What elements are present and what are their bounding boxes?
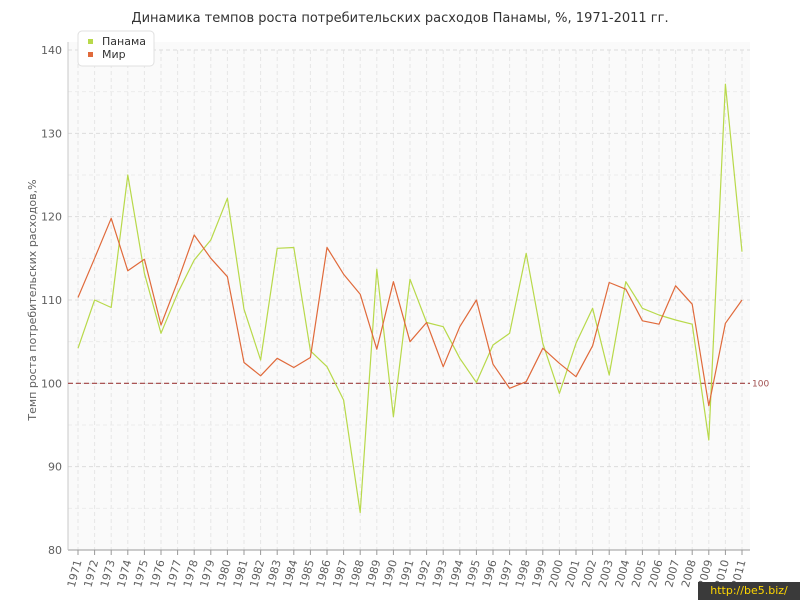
series-group [77,83,743,514]
legend-marker [88,52,93,57]
legend-box [77,30,155,67]
y-tick-label: 130 [41,127,62,140]
series-line [77,217,743,407]
y-axis-label: Темп роста потребительских расходов,% [26,179,39,421]
chart-title: Динамика темпов роста потребительских ра… [131,11,668,26]
reference-line-label: 100 [752,379,769,389]
legend-item-label[interactable]: Мир [102,48,126,61]
legend-item-label[interactable]: Панама [102,35,146,48]
y-tick-label: 140 [41,44,62,57]
y-tick-label: 90 [48,461,62,474]
y-tick-label: 100 [41,377,62,390]
y-tick-label: 80 [48,544,62,557]
plot-area [68,42,750,550]
y-tick-label: 110 [41,294,62,307]
credit-link[interactable]: http://be5.biz/ [698,582,800,600]
series-line [77,83,743,514]
legend-marker [88,39,93,44]
reference-line-group: 100 [68,379,769,389]
plot-background [68,42,750,550]
y-tick-label: 120 [41,211,62,224]
